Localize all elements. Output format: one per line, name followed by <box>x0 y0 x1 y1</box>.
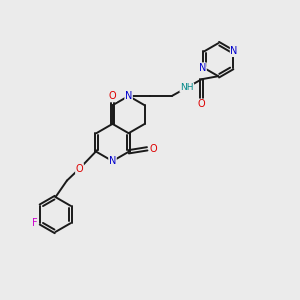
Text: NH: NH <box>180 83 194 92</box>
Text: N: N <box>125 91 132 101</box>
Text: O: O <box>150 144 158 154</box>
Text: O: O <box>76 164 83 174</box>
Text: F: F <box>32 218 38 228</box>
Text: O: O <box>109 91 116 101</box>
Text: N: N <box>230 46 238 56</box>
Text: N: N <box>109 156 116 166</box>
Text: N: N <box>199 63 206 73</box>
Text: O: O <box>198 99 206 109</box>
